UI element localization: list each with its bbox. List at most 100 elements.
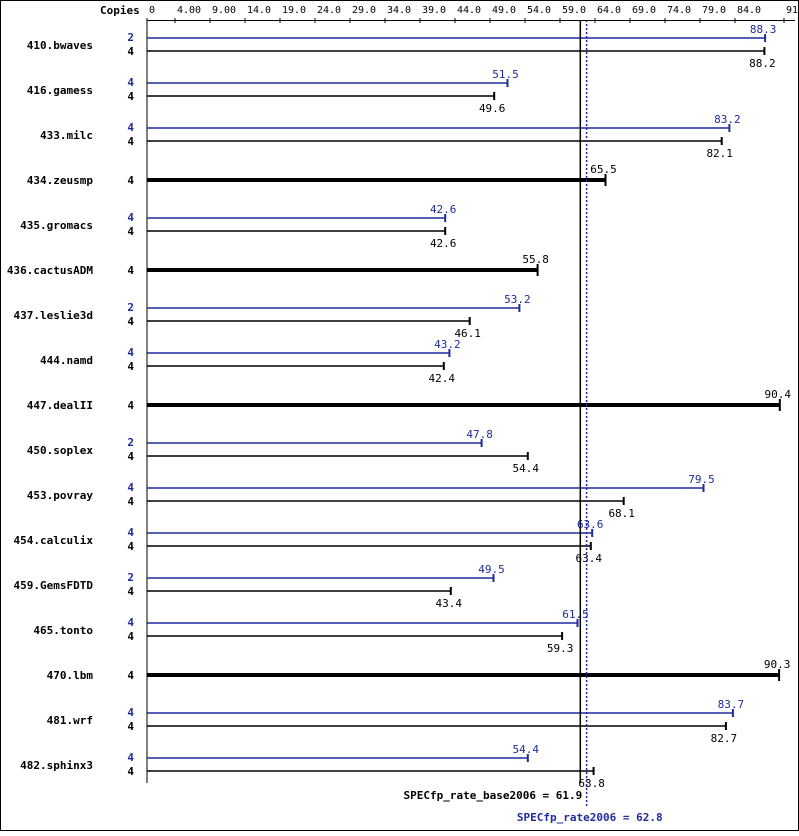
x-axis: 0 4.00 9.00 14.0 19.0 24.0 29.0 34.0 39.0 44.0 49.…	[146, 5, 799, 783]
peak-value-label: 54.4	[513, 743, 540, 756]
benchmark-row: 465.tonto 4 61.5 4 59.3	[33, 608, 588, 655]
base-value-label: 59.3	[547, 642, 574, 655]
benchmark-name: 450.soplex	[27, 444, 94, 457]
peak-value-label: 51.5	[492, 68, 519, 81]
benchmark-name: 454.calculix	[14, 534, 94, 547]
benchmark-row: 410.bwaves 2 88.3 4 88.2	[27, 23, 777, 70]
base-copies-count: 4	[127, 630, 134, 643]
peak-copies-count: 2	[127, 571, 134, 584]
copies-count: 4	[127, 399, 134, 412]
base-value-label: 63.4	[576, 552, 603, 565]
copies-count: 4	[127, 264, 134, 277]
benchmark-name: 453.povray	[27, 489, 94, 502]
base-copies-count: 4	[127, 720, 134, 733]
benchmark-name: 444.namd	[40, 354, 93, 367]
base-value-label: 82.7	[711, 732, 738, 745]
benchmark-row: 481.wrf 4 83.7 4 82.7	[47, 698, 745, 745]
base-copies-count: 4	[127, 90, 134, 103]
peak-copies-count: 4	[127, 76, 134, 89]
base-mean-label: SPECfp_rate_base2006 = 61.9	[403, 789, 582, 802]
base-value-label: 43.4	[436, 597, 463, 610]
benchmark-row: 416.gamess 4 51.5 4 49.6	[27, 68, 519, 115]
peak-copies-count: 4	[127, 616, 134, 629]
peak-copies-count: 4	[127, 751, 134, 764]
x-tick-label: 44.0	[457, 5, 481, 16]
peak-value-label: 47.8	[466, 428, 493, 441]
peak-value-label: 63.6	[577, 518, 604, 531]
benchmark-name: 416.gamess	[27, 84, 93, 97]
benchmark-row: 482.sphinx3 4 54.4 4 63.8	[20, 743, 605, 790]
peak-value-label: 61.5	[562, 608, 589, 621]
x-tick-label: 54.0	[527, 5, 551, 16]
peak-copies-count: 4	[127, 706, 134, 719]
benchmark-name: 435.gromacs	[20, 219, 93, 232]
x-tick-label: 69.0	[632, 5, 656, 16]
benchmark-row: 435.gromacs 4 42.6 4 42.6	[20, 203, 456, 250]
base-copies-count: 4	[127, 495, 134, 508]
base-copies-count: 4	[127, 450, 134, 463]
base-value-label: 68.1	[608, 507, 635, 520]
benchmark-name: 410.bwaves	[27, 39, 93, 52]
base-copies-count: 4	[127, 135, 134, 148]
copies-count: 4	[127, 174, 134, 187]
base-value-label: 42.6	[430, 237, 457, 250]
peak-copies-count: 4	[127, 526, 134, 539]
peak-value-label: 88.3	[750, 23, 777, 36]
peak-copies-count: 4	[127, 211, 134, 224]
combined-value-label: 55.8	[522, 253, 549, 266]
peak-value-label: 83.2	[714, 113, 741, 126]
benchmark-name: 465.tonto	[33, 624, 93, 637]
peak-value-label: 49.5	[478, 563, 505, 576]
benchmark-name: 437.leslie3d	[14, 309, 93, 322]
benchmark-row: 437.leslie3d 2 53.2 4 46.1	[14, 293, 531, 340]
benchmark-row: 470.lbm 4 90.3	[47, 658, 791, 682]
peak-value-label: 79.5	[688, 473, 715, 486]
bars: 410.bwaves 2 88.3 4 88.2 416.gamess 4 51.5 4 49.6…	[7, 23, 792, 790]
peak-value-label: 42.6	[430, 203, 457, 216]
base-copies-count: 4	[127, 765, 134, 778]
combined-value-label: 90.3	[764, 658, 791, 671]
base-copies-count: 4	[127, 360, 134, 373]
x-tick-label: 59.0	[562, 5, 586, 16]
x-tick-label: 84.0	[737, 5, 761, 16]
peak-copies-count: 2	[127, 31, 134, 44]
benchmark-name: 459.GemsFDTD	[14, 579, 94, 592]
benchmark-name: 433.milc	[40, 129, 93, 142]
benchmark-row: 450.soplex 2 47.8 4 54.4	[27, 428, 540, 475]
x-tick-label: 34.0	[387, 5, 411, 16]
peak-copies-count: 4	[127, 481, 134, 494]
x-tick-label: 0	[149, 5, 155, 16]
peak-copies-count: 2	[127, 301, 134, 314]
base-value-label: 46.1	[454, 327, 481, 340]
benchmark-row: 459.GemsFDTD 2 49.5 4 43.4	[14, 563, 505, 610]
benchmark-row: 444.namd 4 43.2 4 42.4	[40, 338, 461, 385]
benchmark-row: 434.zeusmp 4 65.5	[27, 163, 617, 187]
x-tick-label: 64.0	[597, 5, 621, 16]
benchmark-name: 482.sphinx3	[20, 759, 93, 772]
combined-value-label: 65.5	[590, 163, 617, 176]
base-copies-count: 4	[127, 315, 134, 328]
mean-lines: SPECfp_rate_base2006 = 61.9 SPECfp_rate20…	[403, 20, 663, 824]
benchmark-name: 436.cactusADM	[7, 264, 93, 277]
peak-value-label: 43.2	[434, 338, 461, 351]
base-value-label: 63.8	[578, 777, 605, 790]
benchmark-row: 453.povray 4 79.5 4 68.1	[27, 473, 715, 520]
peak-value-label: 83.7	[718, 698, 745, 711]
x-tick-label: 74.0	[667, 5, 691, 16]
peak-copies-count: 4	[127, 121, 134, 134]
peak-copies-count: 2	[127, 436, 134, 449]
benchmark-row: 433.milc 4 83.2 4 82.1	[40, 113, 741, 160]
base-copies-count: 4	[127, 225, 134, 238]
base-value-label: 42.4	[429, 372, 456, 385]
benchmark-name: 481.wrf	[47, 714, 93, 727]
x-tick-label: 79.0	[702, 5, 726, 16]
x-tick-label: 4.00	[177, 5, 201, 16]
copies-count: 4	[127, 669, 134, 682]
x-tick-label: 24.0	[317, 5, 341, 16]
x-tick-label: 39.0	[422, 5, 446, 16]
benchmark-name: 434.zeusmp	[27, 174, 94, 187]
base-copies-count: 4	[127, 585, 134, 598]
base-value-label: 54.4	[513, 462, 540, 475]
